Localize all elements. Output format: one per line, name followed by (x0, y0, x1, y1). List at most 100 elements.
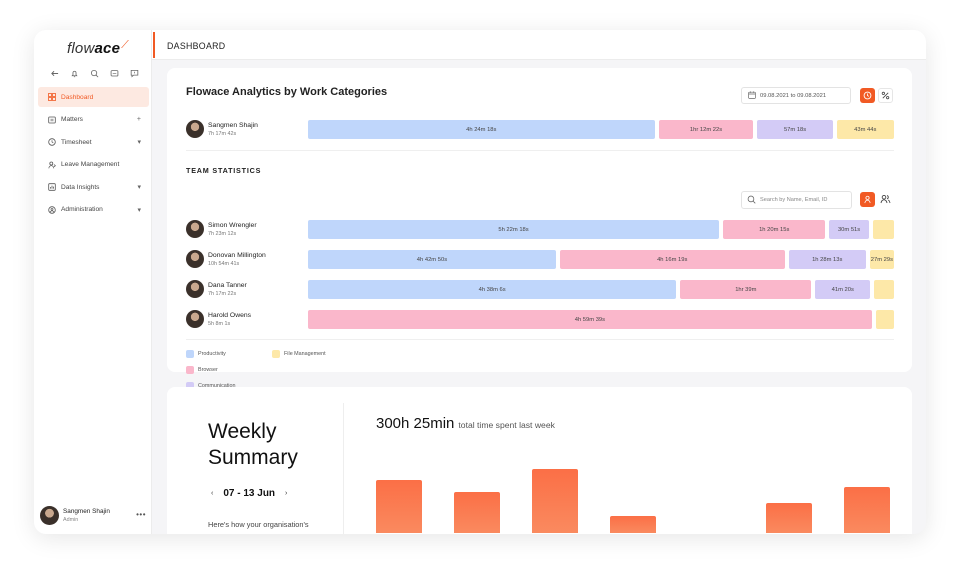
weekly-bar[interactable] (532, 469, 578, 533)
clock-icon (47, 138, 56, 147)
sidebar-item-dashboard[interactable]: Dashboard (38, 87, 149, 107)
percent-icon (881, 87, 890, 105)
chevron-down-icon[interactable]: ▾ (137, 206, 141, 214)
weekly-bar[interactable] (610, 515, 656, 533)
weekly-bar[interactable] (376, 479, 422, 533)
legend-file-management: File Management (272, 350, 326, 358)
bell-icon[interactable] (68, 67, 80, 79)
time-view-button[interactable] (860, 88, 875, 103)
legend-browser: Browser (186, 366, 218, 374)
divider (186, 150, 894, 151)
chat-icon[interactable] (108, 67, 120, 79)
avatar (186, 310, 204, 328)
team-member[interactable]: Dana Tanner 7h 17m 22s (186, 280, 247, 298)
bar-segment-file[interactable] (874, 280, 894, 299)
bar-segment-browser[interactable]: 4h 59m 39s (308, 310, 872, 329)
bar-segment-browser[interactable]: 1hr 12m 22s (658, 120, 754, 139)
title-line: Weekly (208, 420, 277, 443)
weekly-summary-card: Weekly Summary ‹ 07 - 13 Jun › Here's ho… (167, 387, 912, 534)
back-arrow-icon[interactable] (48, 67, 60, 79)
sidebar-item-label: Timesheet (61, 138, 92, 146)
my-stats-person: Sangmen Shajin 7h 17m 42s (186, 120, 258, 138)
legend-label: File Management (284, 351, 326, 357)
team-statistics-heading: TEAM STATISTICS (186, 166, 262, 175)
current-user[interactable]: Sangmen Shajin Admin ••• (40, 504, 148, 526)
bar-segment-productivity[interactable]: 4h 42m 50s (308, 250, 556, 269)
quick-icons (48, 67, 140, 79)
search-icon[interactable] (88, 67, 100, 79)
weekly-bar-chart (376, 447, 896, 533)
bar-segment-browser[interactable]: 4h 16m 19s (559, 250, 785, 269)
logo[interactable]: flowace⟋ (67, 39, 130, 57)
legend-swatch (272, 350, 280, 358)
chevron-right-icon[interactable]: › (285, 490, 288, 497)
more-options-icon[interactable]: ••• (136, 510, 146, 519)
chart-icon (47, 183, 56, 192)
legend-label: Productivity (198, 351, 226, 357)
week-selector: ‹ 07 - 13 Jun › (211, 488, 297, 499)
search-icon (747, 195, 756, 206)
bar-segment-file[interactable]: 43m 44s (836, 120, 894, 139)
person-name: Harold Owens (208, 311, 252, 319)
admin-icon (47, 205, 56, 214)
weekly-bar[interactable] (844, 487, 890, 533)
person-name: Simon Wrengler (208, 221, 257, 229)
sidebar-item-matters[interactable]: Matters + (38, 110, 149, 130)
avatar (186, 250, 204, 268)
team-member[interactable]: Donovan Millington 10h 54m 41s (186, 250, 266, 268)
person-name: Sangmen Shajin (208, 121, 258, 129)
sidebar-item-data-insights[interactable]: Data Insights ▾ (38, 177, 149, 197)
person-name: Donovan Millington (208, 251, 266, 259)
bar-segment-communication[interactable]: 1h 28m 13s (788, 250, 866, 269)
bar-segment-communication[interactable]: 30m 51s (829, 220, 869, 239)
bar-segment-communication[interactable]: 41m 20s (815, 280, 871, 299)
sidebar-item-timesheet[interactable]: Timesheet ▾ (38, 132, 149, 152)
bar-segment-productivity[interactable]: 4h 38m 6s (308, 280, 677, 299)
single-user-view-button[interactable] (860, 192, 875, 207)
date-range-picker[interactable]: 09.08.2021 to 09.08.2021 (741, 87, 851, 104)
avatar (186, 120, 204, 138)
sidebar: flowace⟋ Dashboard Matters + Timesheet ▾ (34, 30, 152, 534)
message-icon[interactable] (128, 67, 140, 79)
group-view-button[interactable] (878, 192, 893, 207)
app-window: flowace⟋ Dashboard Matters + Timesheet ▾ (34, 30, 926, 534)
bar-segment-productivity[interactable]: 5h 22m 18s (308, 220, 720, 239)
sidebar-item-label: Leave Management (61, 161, 120, 168)
chevron-down-icon[interactable]: ▾ (137, 184, 141, 191)
date-range-text: 09.08.2021 to 09.08.2021 (760, 92, 827, 99)
chevron-down-icon[interactable]: ▾ (137, 139, 141, 146)
logo-text-light: flow (67, 40, 95, 57)
person-total-time: 7h 17m 42s (208, 130, 237, 137)
chevron-left-icon[interactable]: ‹ (211, 490, 214, 497)
person-total-time: 7h 23m 12s (208, 230, 237, 237)
user-role: Admin (63, 516, 79, 523)
sidebar-item-label: Data Insights (61, 183, 100, 191)
legend-swatch (186, 382, 194, 390)
sidebar-item-label: Dashboard (61, 93, 94, 101)
clock-icon (863, 87, 872, 105)
weekly-bar[interactable] (454, 491, 500, 533)
team-member[interactable]: Simon Wrengler 7h 23m 12s (186, 220, 257, 238)
grid-icon (47, 93, 56, 102)
person-total-time: 10h 54m 41s (208, 260, 240, 267)
bar-segment-file[interactable] (872, 220, 894, 239)
team-member[interactable]: Harold Owens 5h 8m 1s (186, 310, 251, 328)
legend-communication: Communication (186, 382, 235, 390)
bar-segment-file[interactable] (875, 310, 894, 329)
bar-segment-communication[interactable]: 57m 18s (757, 120, 833, 139)
percent-view-button[interactable] (878, 88, 893, 103)
sidebar-item-administration[interactable]: Administration ▾ (38, 200, 149, 220)
team-member-bar: 4h 38m 6s 1hr 39m 41m 20s (308, 280, 894, 299)
divider (186, 339, 894, 340)
weekly-bar[interactable] (766, 502, 812, 533)
bar-segment-browser[interactable]: 1h 20m 15s (723, 220, 826, 239)
sidebar-item-leave-management[interactable]: Leave Management (38, 155, 149, 175)
legend-label: Browser (198, 367, 218, 373)
bar-segment-file[interactable]: 27m 29s (869, 250, 894, 269)
bar-segment-productivity[interactable]: 4h 24m 18s (308, 120, 655, 139)
logo-tick-icon: ⟋ (121, 39, 130, 51)
team-search-input[interactable]: Search by Name, Email, ID (741, 191, 852, 209)
user-name: Sangmen Shajin (63, 507, 110, 515)
add-icon[interactable]: + (136, 115, 141, 123)
bar-segment-browser[interactable]: 1hr 39m (680, 280, 812, 299)
